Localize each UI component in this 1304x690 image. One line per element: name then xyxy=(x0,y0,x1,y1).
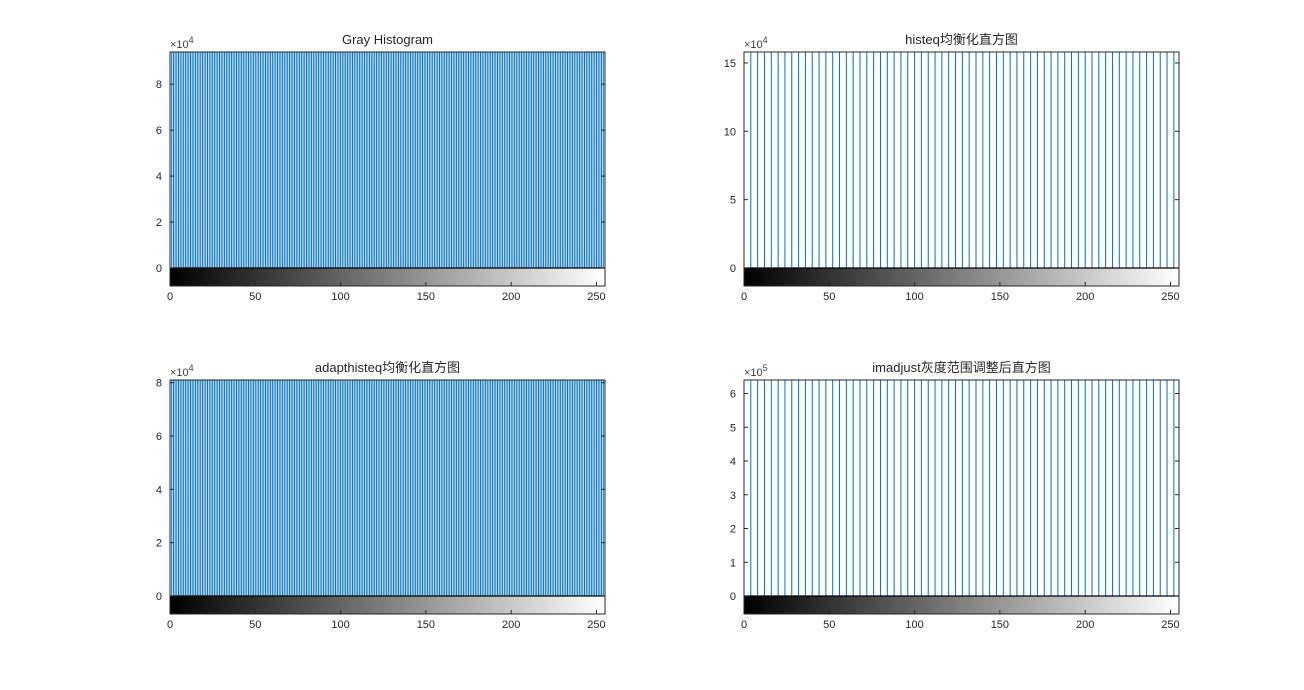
x-tick-label: 250 xyxy=(587,619,605,631)
subplot-1-title: Gray Histogram xyxy=(342,32,433,47)
subplot-3-bars xyxy=(169,380,606,596)
x-tick-label: 250 xyxy=(1161,619,1179,631)
subplot-2-axes-box xyxy=(743,51,1180,287)
subplot-2: 0 50 100 150 200 250 0 5 10 15 histeq均衡化直方图 ×104 xyxy=(724,32,1180,303)
x-tick-label: 0 xyxy=(167,619,173,631)
subplot-2-exponent: ×104 xyxy=(744,35,768,51)
x-tick-label: 50 xyxy=(249,291,261,303)
y-tick-label: 0 xyxy=(156,263,162,275)
grayscale-colorbar xyxy=(170,596,605,614)
y-tick-label: 0 xyxy=(730,591,736,603)
x-tick-label: 250 xyxy=(587,291,605,303)
subplot-4-bars xyxy=(743,380,1180,596)
x-tick-label: 100 xyxy=(905,619,923,631)
y-tick-label: 2 xyxy=(730,524,736,536)
subplot-4: 0 50 100 150 200 250 0 1 2 3 4 5 6 imadjust灰度范围调整后直… xyxy=(730,360,1180,631)
subplot-3-y-ticks: 0 2 4 6 8 xyxy=(156,378,605,603)
x-tick-label: 150 xyxy=(417,619,435,631)
subplot-1-axes-box xyxy=(169,51,606,287)
y-tick-label: 2 xyxy=(156,217,162,229)
grayscale-colorbar xyxy=(744,596,1179,614)
y-tick-label: 8 xyxy=(156,378,162,390)
subplot-1-exponent: ×104 xyxy=(170,35,194,51)
x-tick-label: 150 xyxy=(417,291,435,303)
y-tick-label: 0 xyxy=(730,263,736,275)
x-tick-label: 250 xyxy=(1161,291,1179,303)
y-tick-label: 4 xyxy=(730,456,736,468)
subplot-1: 0 50 100 150 200 250 0 2 4 6 8 Gray Histogram ×10… xyxy=(156,32,606,303)
subplot-3-x-ticks: 0 50 100 150 200 250 xyxy=(167,610,606,631)
subplot-1-colorbar xyxy=(170,267,605,286)
y-tick-label: 3 xyxy=(730,490,736,502)
x-tick-label: 50 xyxy=(249,619,261,631)
x-tick-label: 50 xyxy=(823,619,835,631)
y-tick-label: 10 xyxy=(724,126,736,138)
x-tick-label: 100 xyxy=(331,619,349,631)
subplot-4-exponent: ×105 xyxy=(744,363,768,379)
y-tick-label: 6 xyxy=(730,389,736,401)
subplot-2-bars xyxy=(743,52,1175,268)
y-tick-label: 0 xyxy=(156,591,162,603)
subplot-3-exponent: ×104 xyxy=(170,363,194,379)
subplot-2-title: histeq均衡化直方图 xyxy=(905,32,1018,47)
grayscale-colorbar xyxy=(170,268,605,286)
y-tick-label: 6 xyxy=(156,125,162,137)
y-tick-label: 4 xyxy=(156,484,162,496)
grayscale-colorbar xyxy=(744,268,1179,286)
y-tick-label: 8 xyxy=(156,79,162,91)
subplot-1-y-ticks: 0 2 4 6 8 xyxy=(156,79,605,275)
subplot-2-colorbar xyxy=(744,267,1179,286)
subplot-1-bars xyxy=(169,52,606,268)
y-tick-label: 15 xyxy=(724,58,736,70)
y-tick-label: 6 xyxy=(156,431,162,443)
x-tick-label: 0 xyxy=(741,619,747,631)
x-tick-label: 0 xyxy=(167,291,173,303)
subplot-4-colorbar xyxy=(744,595,1179,614)
x-tick-label: 150 xyxy=(991,291,1009,303)
y-tick-label: 5 xyxy=(730,195,736,207)
x-tick-label: 150 xyxy=(991,619,1009,631)
subplot-4-title: imadjust灰度范围调整后直方图 xyxy=(872,360,1050,375)
x-tick-label: 200 xyxy=(1076,619,1094,631)
subplot-2-x-ticks: 0 50 100 150 200 250 xyxy=(741,282,1180,303)
x-tick-label: 0 xyxy=(741,291,747,303)
subplot-3-axes-box xyxy=(169,379,606,615)
x-tick-label: 50 xyxy=(823,291,835,303)
subplot-4-x-ticks: 0 50 100 150 200 250 xyxy=(741,610,1180,631)
y-tick-label: 1 xyxy=(730,557,736,569)
subplot-3-title: adapthisteq均衡化直方图 xyxy=(315,360,460,375)
x-tick-label: 200 xyxy=(502,619,520,631)
subplot-4-axes-box xyxy=(743,379,1180,615)
x-tick-label: 200 xyxy=(1076,291,1094,303)
subplot-4-y-ticks: 0 1 2 3 4 5 6 xyxy=(730,389,1179,603)
y-tick-label: 2 xyxy=(156,538,162,550)
y-tick-label: 5 xyxy=(730,422,736,434)
x-tick-label: 200 xyxy=(502,291,520,303)
subplot-2-y-ticks: 0 5 10 15 xyxy=(724,58,1179,275)
x-tick-label: 100 xyxy=(905,291,923,303)
subplot-3-colorbar xyxy=(170,595,605,614)
x-tick-label: 100 xyxy=(331,291,349,303)
y-tick-label: 4 xyxy=(156,171,162,183)
subplot-1-x-ticks: 0 50 100 150 200 250 xyxy=(167,282,606,303)
